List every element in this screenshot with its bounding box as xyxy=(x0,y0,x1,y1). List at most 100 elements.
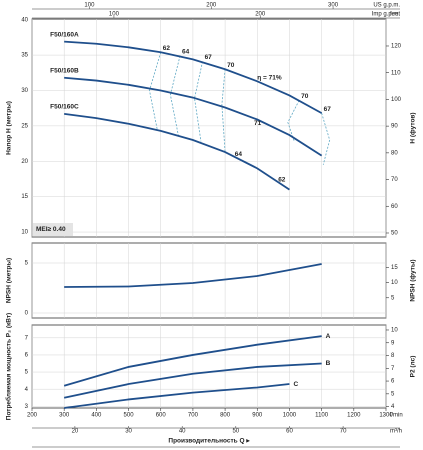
y-tick-label: 5 xyxy=(25,261,29,267)
y2-axis-title: H (футов) xyxy=(410,112,417,143)
y2-tick-label: 80 xyxy=(391,150,398,156)
y-tick-label: 0 xyxy=(25,311,29,317)
y-tick-label: 5 xyxy=(25,370,29,376)
curve xyxy=(64,76,323,157)
y-tick-label: 30 xyxy=(21,88,28,94)
top-tick-label: 300 xyxy=(328,3,339,9)
x-tick-label: 900 xyxy=(252,413,263,419)
y2-tick-label: 10 xyxy=(391,328,398,334)
x-tick-label: 1200 xyxy=(347,413,361,419)
y2-tick-label: 5 xyxy=(391,391,395,397)
x-tick-label: 600 xyxy=(156,413,167,419)
curve-label: F50/160C xyxy=(50,104,79,111)
y2-axis-title: P2 (лс) xyxy=(410,356,417,378)
y2-tick-label: 7 xyxy=(391,366,395,372)
y2-tick-label: 5 xyxy=(391,295,395,301)
x-unit: l/min xyxy=(390,413,403,419)
curve-label: A xyxy=(326,333,331,340)
curve xyxy=(64,263,322,288)
bottom-tick-label: 40 xyxy=(179,429,186,435)
efficiency-label: 67 xyxy=(205,54,213,61)
y2-tick-label: 110 xyxy=(391,70,401,76)
efficiency-label: 64 xyxy=(235,151,243,158)
y-tick-label: 3 xyxy=(25,404,29,410)
curve xyxy=(64,40,323,114)
efficiency-label: 70 xyxy=(227,62,235,69)
mei-label: MEI≥ 0.40 xyxy=(36,226,66,233)
x-tick-label: 400 xyxy=(91,413,102,419)
y2-tick-label: 9 xyxy=(391,340,395,346)
y2-tick-label: 50 xyxy=(391,231,398,237)
y2-tick-label: 15 xyxy=(391,265,398,271)
curve-label: B xyxy=(326,360,331,367)
x-tick-label: 300 xyxy=(59,413,70,419)
top-axis-unit: Imp g.p.m. xyxy=(372,12,401,18)
efficiency-label: 62 xyxy=(278,177,286,184)
y2-tick-label: 60 xyxy=(391,204,398,210)
efficiency-label: 67 xyxy=(324,106,332,113)
y-axis-title: Потребляемая мощность P₂ (кВт) xyxy=(5,313,13,420)
bottom-axis-unit: m³/h xyxy=(390,429,402,435)
y2-tick-label: 120 xyxy=(391,44,402,50)
x-tick-label: 1000 xyxy=(283,413,297,419)
efficiency-contour xyxy=(149,52,162,131)
x-tick-label: 1300 xyxy=(379,413,393,419)
efficiency-contour xyxy=(194,61,203,142)
x-tick-label: 500 xyxy=(124,413,135,419)
y-tick-label: 40 xyxy=(21,17,28,23)
top-tick-label: 200 xyxy=(206,3,217,9)
bottom-tick-label: 60 xyxy=(286,429,293,435)
curve xyxy=(63,335,322,387)
efficiency-contour xyxy=(169,55,181,136)
y2-tick-label: 100 xyxy=(391,97,402,103)
y-tick-label: 15 xyxy=(21,194,28,200)
y2-tick-label: 90 xyxy=(391,124,398,130)
plot-frame xyxy=(31,18,387,238)
plot-frame xyxy=(31,324,387,409)
efficiency-contour xyxy=(321,113,331,165)
top-axis-unit: US g.p.m. xyxy=(373,3,400,9)
y-tick-label: 6 xyxy=(25,353,29,359)
efficiency-label: 71 xyxy=(254,120,262,127)
y2-tick-label: 70 xyxy=(391,177,398,183)
efficiency-label: 64 xyxy=(182,49,190,56)
curve xyxy=(64,112,290,191)
curve xyxy=(63,362,322,399)
y-axis-title: Напор H (метры) xyxy=(6,101,13,155)
plot-frame xyxy=(31,242,387,319)
curve-label: F50/160A xyxy=(50,31,79,38)
bottom-tick-label: 20 xyxy=(72,429,79,435)
curve xyxy=(64,383,290,409)
y-tick-label: 20 xyxy=(21,159,28,165)
curve-label: F50/160B xyxy=(50,67,79,74)
top-tick-label: 200 xyxy=(255,12,266,18)
y-axis-title: NPSH (метры) xyxy=(6,258,13,303)
x-axis-title: Производительность Q ▸ xyxy=(168,438,250,445)
x-tick-label: 800 xyxy=(220,413,231,419)
bottom-tick-label: 50 xyxy=(232,429,239,435)
bottom-tick-label: 70 xyxy=(340,429,347,435)
y-tick-label: 35 xyxy=(21,53,28,59)
efficiency-label: 62 xyxy=(163,45,171,52)
y2-tick-label: 10 xyxy=(391,280,398,286)
efficiency-contour xyxy=(221,69,226,153)
x-tick-label: 1100 xyxy=(315,413,329,419)
curve-label: C xyxy=(293,381,298,388)
top-tick-label: 100 xyxy=(109,12,120,18)
x-tick-label: 200 xyxy=(27,413,38,419)
y-tick-label: 25 xyxy=(21,123,28,129)
y2-unit: feet xyxy=(390,12,400,18)
y2-tick-label: 6 xyxy=(391,379,395,385)
bottom-tick-label: 30 xyxy=(125,429,132,435)
y2-tick-label: 4 xyxy=(391,404,395,410)
efficiency-contour xyxy=(287,100,300,142)
x-tick-label: 700 xyxy=(188,413,199,419)
y2-axis-title: NPSH (футы) xyxy=(410,259,417,301)
mei-box xyxy=(33,223,73,236)
top-tick-label: 100 xyxy=(84,3,95,9)
efficiency-label: 70 xyxy=(301,93,309,100)
y-tick-label: 10 xyxy=(21,230,28,236)
efficiency-label: η = 71% xyxy=(257,75,282,82)
y-tick-label: 7 xyxy=(25,335,29,341)
